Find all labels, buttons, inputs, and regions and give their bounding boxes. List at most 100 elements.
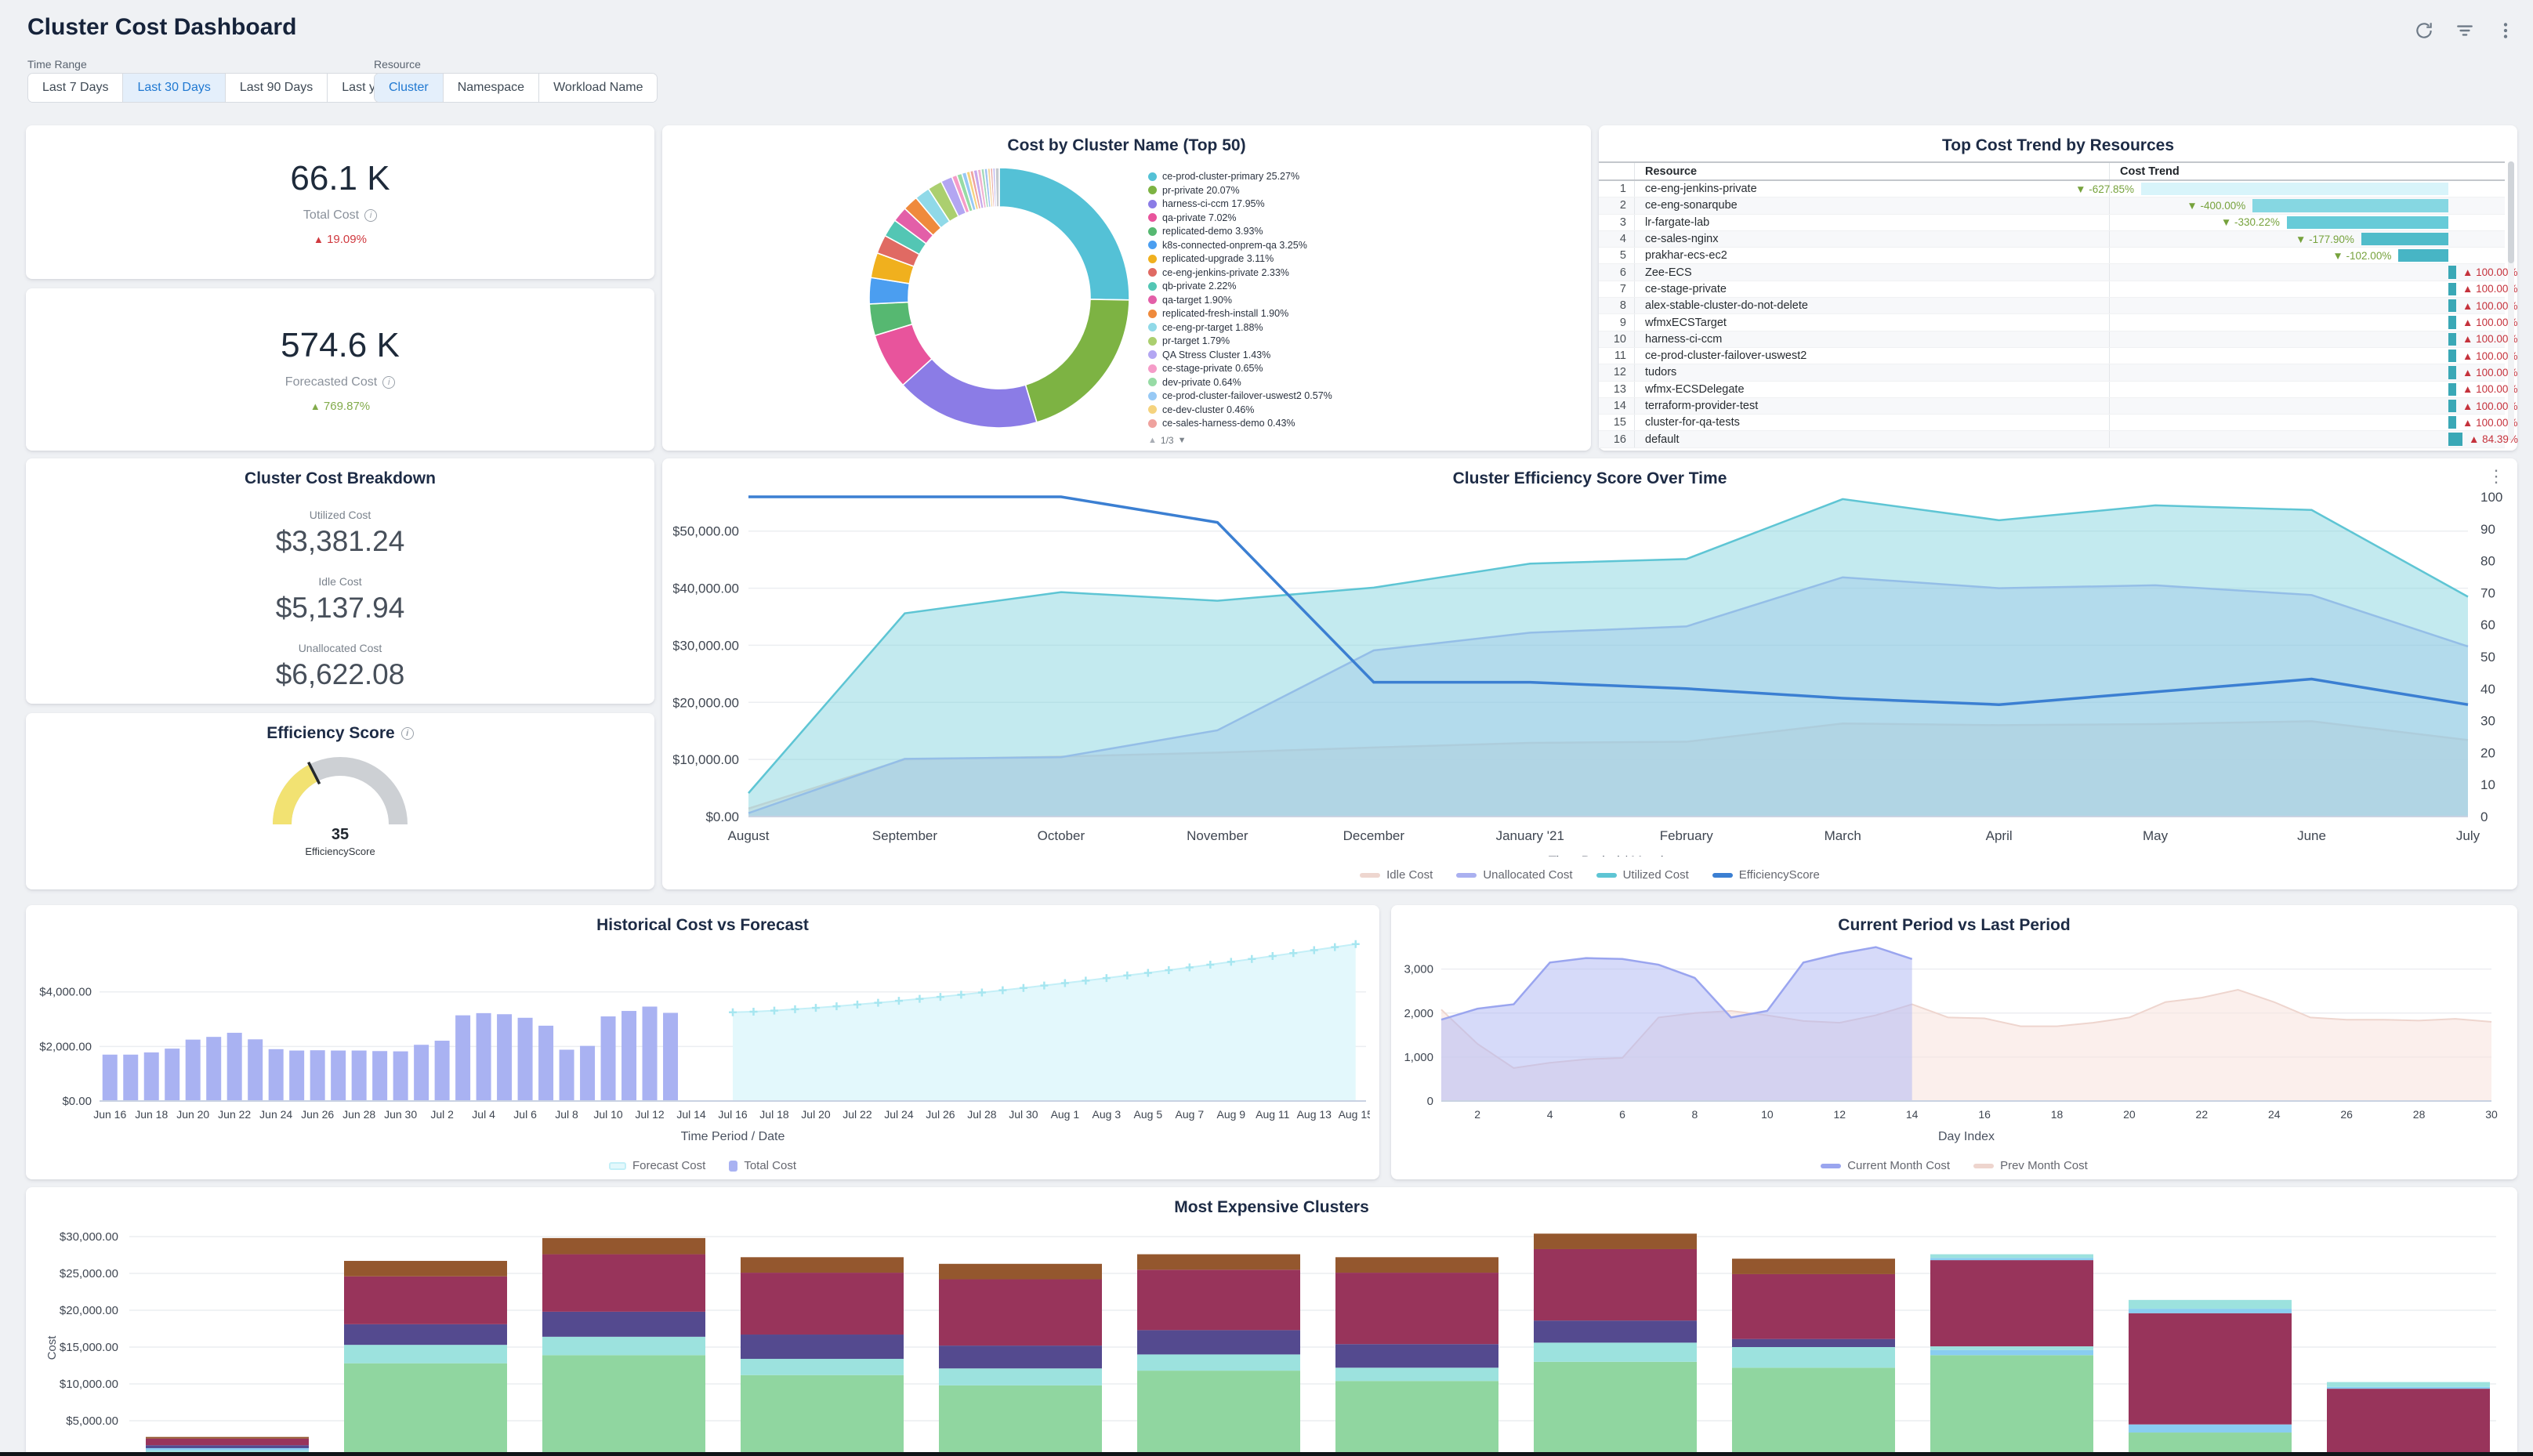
legend-item[interactable]: qa-target 1.90% [1148, 295, 1332, 306]
table-row[interactable]: 8 alex-stable-cluster-do-not-delete ▲ 100.… [1599, 298, 2517, 315]
table-row[interactable]: 11 ce-prod-cluster-failover-uswest2 ▲ 100.… [1599, 347, 2517, 365]
kebab-menu-icon[interactable]: ⋮ [2488, 466, 2505, 486]
svg-text:Aug 7: Aug 7 [1176, 1108, 1205, 1121]
resource-workload-name[interactable]: Workload Name [538, 74, 658, 102]
forecasted-cost-card: 574.6 K Forecasted Cost i ▲ 769.87% [26, 288, 654, 451]
legend-item[interactable]: qb-private 2.22% [1148, 281, 1332, 292]
top-cost-trend-card: Top Cost Trend by Resources Resource Cos… [1599, 125, 2518, 451]
total-cost-label: Total Cost i [303, 208, 378, 223]
info-icon[interactable]: i [382, 376, 396, 389]
svg-text:Jul 22: Jul 22 [843, 1108, 872, 1121]
donut-chart [868, 167, 1130, 429]
table-row[interactable]: 15 cluster-for-qa-tests ▲ 100.00% [1599, 415, 2517, 432]
column-cost-trend[interactable]: Cost Trend [2109, 163, 2505, 179]
legend-item[interactable]: Idle Cost [1360, 868, 1433, 882]
efficiency-over-time-card: Cluster Efficiency Score Over Time ⋮ $0.… [662, 458, 2517, 889]
svg-text:Jun 16: Jun 16 [93, 1108, 126, 1121]
svg-text:Aug 1: Aug 1 [1051, 1108, 1080, 1121]
legend-item[interactable]: Forecast Cost [608, 1159, 705, 1172]
svg-text:$30,000.00: $30,000.00 [673, 638, 739, 653]
time-range-last-30-days[interactable]: Last 30 Days [122, 74, 225, 102]
svg-text:$25,000.00: $25,000.00 [60, 1267, 118, 1280]
svg-text:100: 100 [2480, 490, 2502, 505]
legend-item[interactable]: EfficiencyScore [1712, 868, 1820, 882]
refresh-icon[interactable] [2414, 20, 2434, 41]
gauge-label: EfficiencyScore [305, 846, 375, 857]
legend-item[interactable]: ce-prod-cluster-primary 25.27% [1148, 171, 1332, 182]
legend-item[interactable]: replicated-demo 3.93% [1148, 226, 1332, 237]
total-cost-trend: ▲ 19.09% [313, 232, 367, 246]
table-row[interactable]: 12 tudors ▲ 100.00% [1599, 364, 2517, 382]
most-expensive-chart: $5,000.00 $10,000.00 $15,000.00 $20,000.00 $… [45, 1230, 2496, 1456]
page-down-icon[interactable]: ▼ [1177, 435, 1187, 445]
legend-item[interactable]: Total Cost [729, 1159, 796, 1172]
svg-text:$0.00: $0.00 [705, 809, 739, 824]
table-row[interactable]: 3 lr-fargate-lab ▼ -330.22% [1599, 214, 2505, 231]
svg-text:May: May [2143, 828, 2169, 843]
resource-cluster[interactable]: Cluster [375, 74, 443, 102]
table-row[interactable]: 9 wfmxECSTarget ▲ 100.00% [1599, 314, 2517, 331]
legend-item[interactable]: ce-eng-pr-target 1.88% [1148, 322, 1332, 333]
column-resource[interactable]: Resource [1645, 165, 1698, 178]
legend-item[interactable]: dev-private 0.64% [1148, 377, 1332, 388]
table-row[interactable]: 14 terraform-provider-test ▲ 100.00% [1599, 397, 2517, 415]
svg-text:Jul 12: Jul 12 [635, 1108, 665, 1121]
table-row[interactable]: 16 default ▲ 84.39% [1599, 431, 2518, 448]
svg-text:Jul 4: Jul 4 [472, 1108, 495, 1121]
table-scrollbar[interactable] [2508, 161, 2514, 440]
legend-item[interactable]: replicated-fresh-install 1.90% [1148, 308, 1332, 319]
legend-item[interactable]: ce-dev-cluster 0.46% [1148, 404, 1332, 415]
legend-item[interactable]: k8s-connected-onprem-qa 3.25% [1148, 240, 1332, 251]
kebab-menu-icon[interactable] [2495, 20, 2516, 41]
svg-text:Aug 15: Aug 15 [1339, 1108, 1370, 1121]
table-row[interactable]: 7 ce-stage-private ▲ 100.00% [1599, 281, 2517, 299]
table-row[interactable]: 5 prakhar-ecs-ec2 ▼ -102.00% [1599, 248, 2505, 265]
resource-group: Cluster Namespace Workload Name [374, 73, 658, 103]
svg-text:8: 8 [1692, 1108, 1698, 1121]
legend-item[interactable]: Unallocated Cost [1456, 868, 1573, 882]
svg-text:Aug 11: Aug 11 [1256, 1108, 1290, 1121]
svg-text:Aug 5: Aug 5 [1134, 1108, 1163, 1121]
svg-text:90: 90 [2480, 522, 2495, 537]
svg-text:70: 70 [2480, 585, 2495, 600]
table-row[interactable]: 10 harness-ci-ccm ▲ 100.00% [1599, 331, 2517, 348]
legend-item[interactable]: ce-eng-jenkins-private 2.33% [1148, 267, 1332, 278]
time-range-last-90-days[interactable]: Last 90 Days [224, 74, 328, 102]
info-icon[interactable]: i [364, 208, 378, 222]
svg-text:30: 30 [2480, 714, 2495, 729]
table-row[interactable]: 4 ce-sales-nginx ▼ -177.90% [1599, 230, 2505, 248]
table-row[interactable]: 6 Zee-ECS ▲ 100.00% [1599, 264, 2517, 281]
table-row[interactable]: 1 ce-eng-jenkins-private ▼ -627.85% [1599, 181, 2505, 198]
legend-item[interactable]: Utilized Cost [1596, 868, 1689, 882]
svg-text:September: September [872, 828, 937, 843]
forecasted-cost-label: Forecasted Cost i [285, 375, 396, 389]
time-range-last-7-days[interactable]: Last 7 Days [28, 74, 123, 102]
up-arrow-icon: ▲ [313, 233, 324, 245]
table-row[interactable]: 2 ce-eng-sonarqube ▼ -400.00% [1599, 197, 2505, 215]
page-title: Cluster Cost Dashboard [27, 14, 297, 40]
legend-item[interactable]: ce-stage-private 0.65% [1148, 363, 1332, 374]
unallocated-cost-stat: Unallocated Cost $6,622.08 [275, 642, 405, 690]
legend-item[interactable]: QA Stress Cluster 1.43% [1148, 350, 1332, 360]
resource-namespace[interactable]: Namespace [442, 74, 539, 102]
svg-text:Jul 10: Jul 10 [593, 1108, 623, 1121]
svg-text:April: April [1986, 828, 2013, 843]
legend-item[interactable]: ce-sales-harness-demo 0.43% [1148, 418, 1332, 429]
filter-icon[interactable] [2455, 20, 2475, 41]
page-up-icon[interactable]: ▲ [1148, 435, 1157, 445]
legend-item[interactable]: replicated-upgrade 3.11% [1148, 253, 1332, 264]
legend-item[interactable]: pr-private 20.07% [1148, 185, 1332, 196]
legend-item[interactable]: qa-private 7.02% [1148, 212, 1332, 223]
cost-trend-table: Resource Cost Trend 1 ce-eng-jenkins-priv… [1599, 161, 2518, 448]
legend-pagination: ▲ 1/3 ▼ [1148, 434, 1187, 446]
legend-item[interactable]: Current Month Cost [1821, 1159, 1950, 1172]
info-icon[interactable]: i [400, 727, 414, 740]
legend-item[interactable]: ce-prod-cluster-failover-uswest2 0.57% [1148, 390, 1332, 401]
legend-item[interactable]: pr-target 1.79% [1148, 335, 1332, 346]
legend-item[interactable]: harness-ci-ccm 17.95% [1148, 198, 1332, 209]
breakdown-title: Cluster Cost Breakdown [245, 469, 436, 487]
legend-item[interactable]: Prev Month Cost [1973, 1159, 2088, 1172]
svg-text:Jun 22: Jun 22 [218, 1108, 251, 1121]
total-cost-card: 66.1 K Total Cost i ▲ 19.09% [26, 125, 654, 279]
table-row[interactable]: 13 wfmx-ECSDelegate ▲ 100.00% [1599, 381, 2517, 398]
